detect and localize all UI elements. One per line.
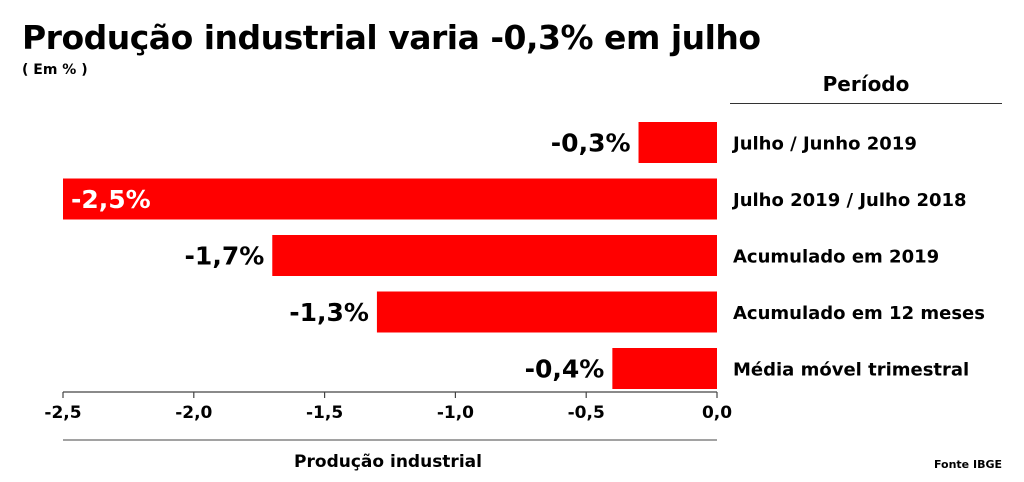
x-axis-label: Produção industrial <box>294 452 482 472</box>
bar-2 <box>63 178 717 220</box>
bar-value-label-3: -1,7% <box>185 242 265 271</box>
bar-group: -0,3% Julho / Junho 2019 -2,5% Julho 2019 /… <box>63 122 985 389</box>
bar-3 <box>272 235 717 276</box>
bar-1 <box>638 122 717 163</box>
period-heading: Período <box>822 72 910 96</box>
category-label-4: Acumulado em 12 meses <box>733 303 985 324</box>
x-tick-label-3: -1,5 <box>306 403 343 423</box>
bar-5 <box>612 348 717 389</box>
chart-title: Produção industrial varia -0,3% em julho <box>22 18 761 57</box>
x-axis: -2,5 -2,0 -1,5 -1,0 -0,5 0,0 <box>44 391 732 441</box>
bar-value-label-4: -1,3% <box>289 298 369 327</box>
source-note: Fonte IBGE <box>933 458 1002 471</box>
x-tick-label-1: -2,5 <box>44 403 81 423</box>
x-tick-label-6: 0,0 <box>702 403 732 423</box>
category-label-2: Julho 2019 / Julho 2018 <box>731 190 967 211</box>
category-label-1: Julho / Junho 2019 <box>731 134 917 155</box>
category-label-5: Média móvel trimestral <box>733 360 969 381</box>
category-label-3: Acumulado em 2019 <box>733 247 939 268</box>
period-heading-underline <box>730 103 1002 104</box>
bar-value-label-2: -2,5% <box>71 185 151 214</box>
x-tick-label-2: -2,0 <box>175 403 212 423</box>
bar-4 <box>376 291 717 333</box>
x-tick-label-4: -1,0 <box>437 403 474 423</box>
bar-value-label-5: -0,4% <box>525 355 605 384</box>
x-tick-label-5: -0,5 <box>568 403 605 423</box>
chart-subtitle: ( Em % ) <box>22 62 88 78</box>
bar-value-label-1: -0,3% <box>551 129 631 158</box>
